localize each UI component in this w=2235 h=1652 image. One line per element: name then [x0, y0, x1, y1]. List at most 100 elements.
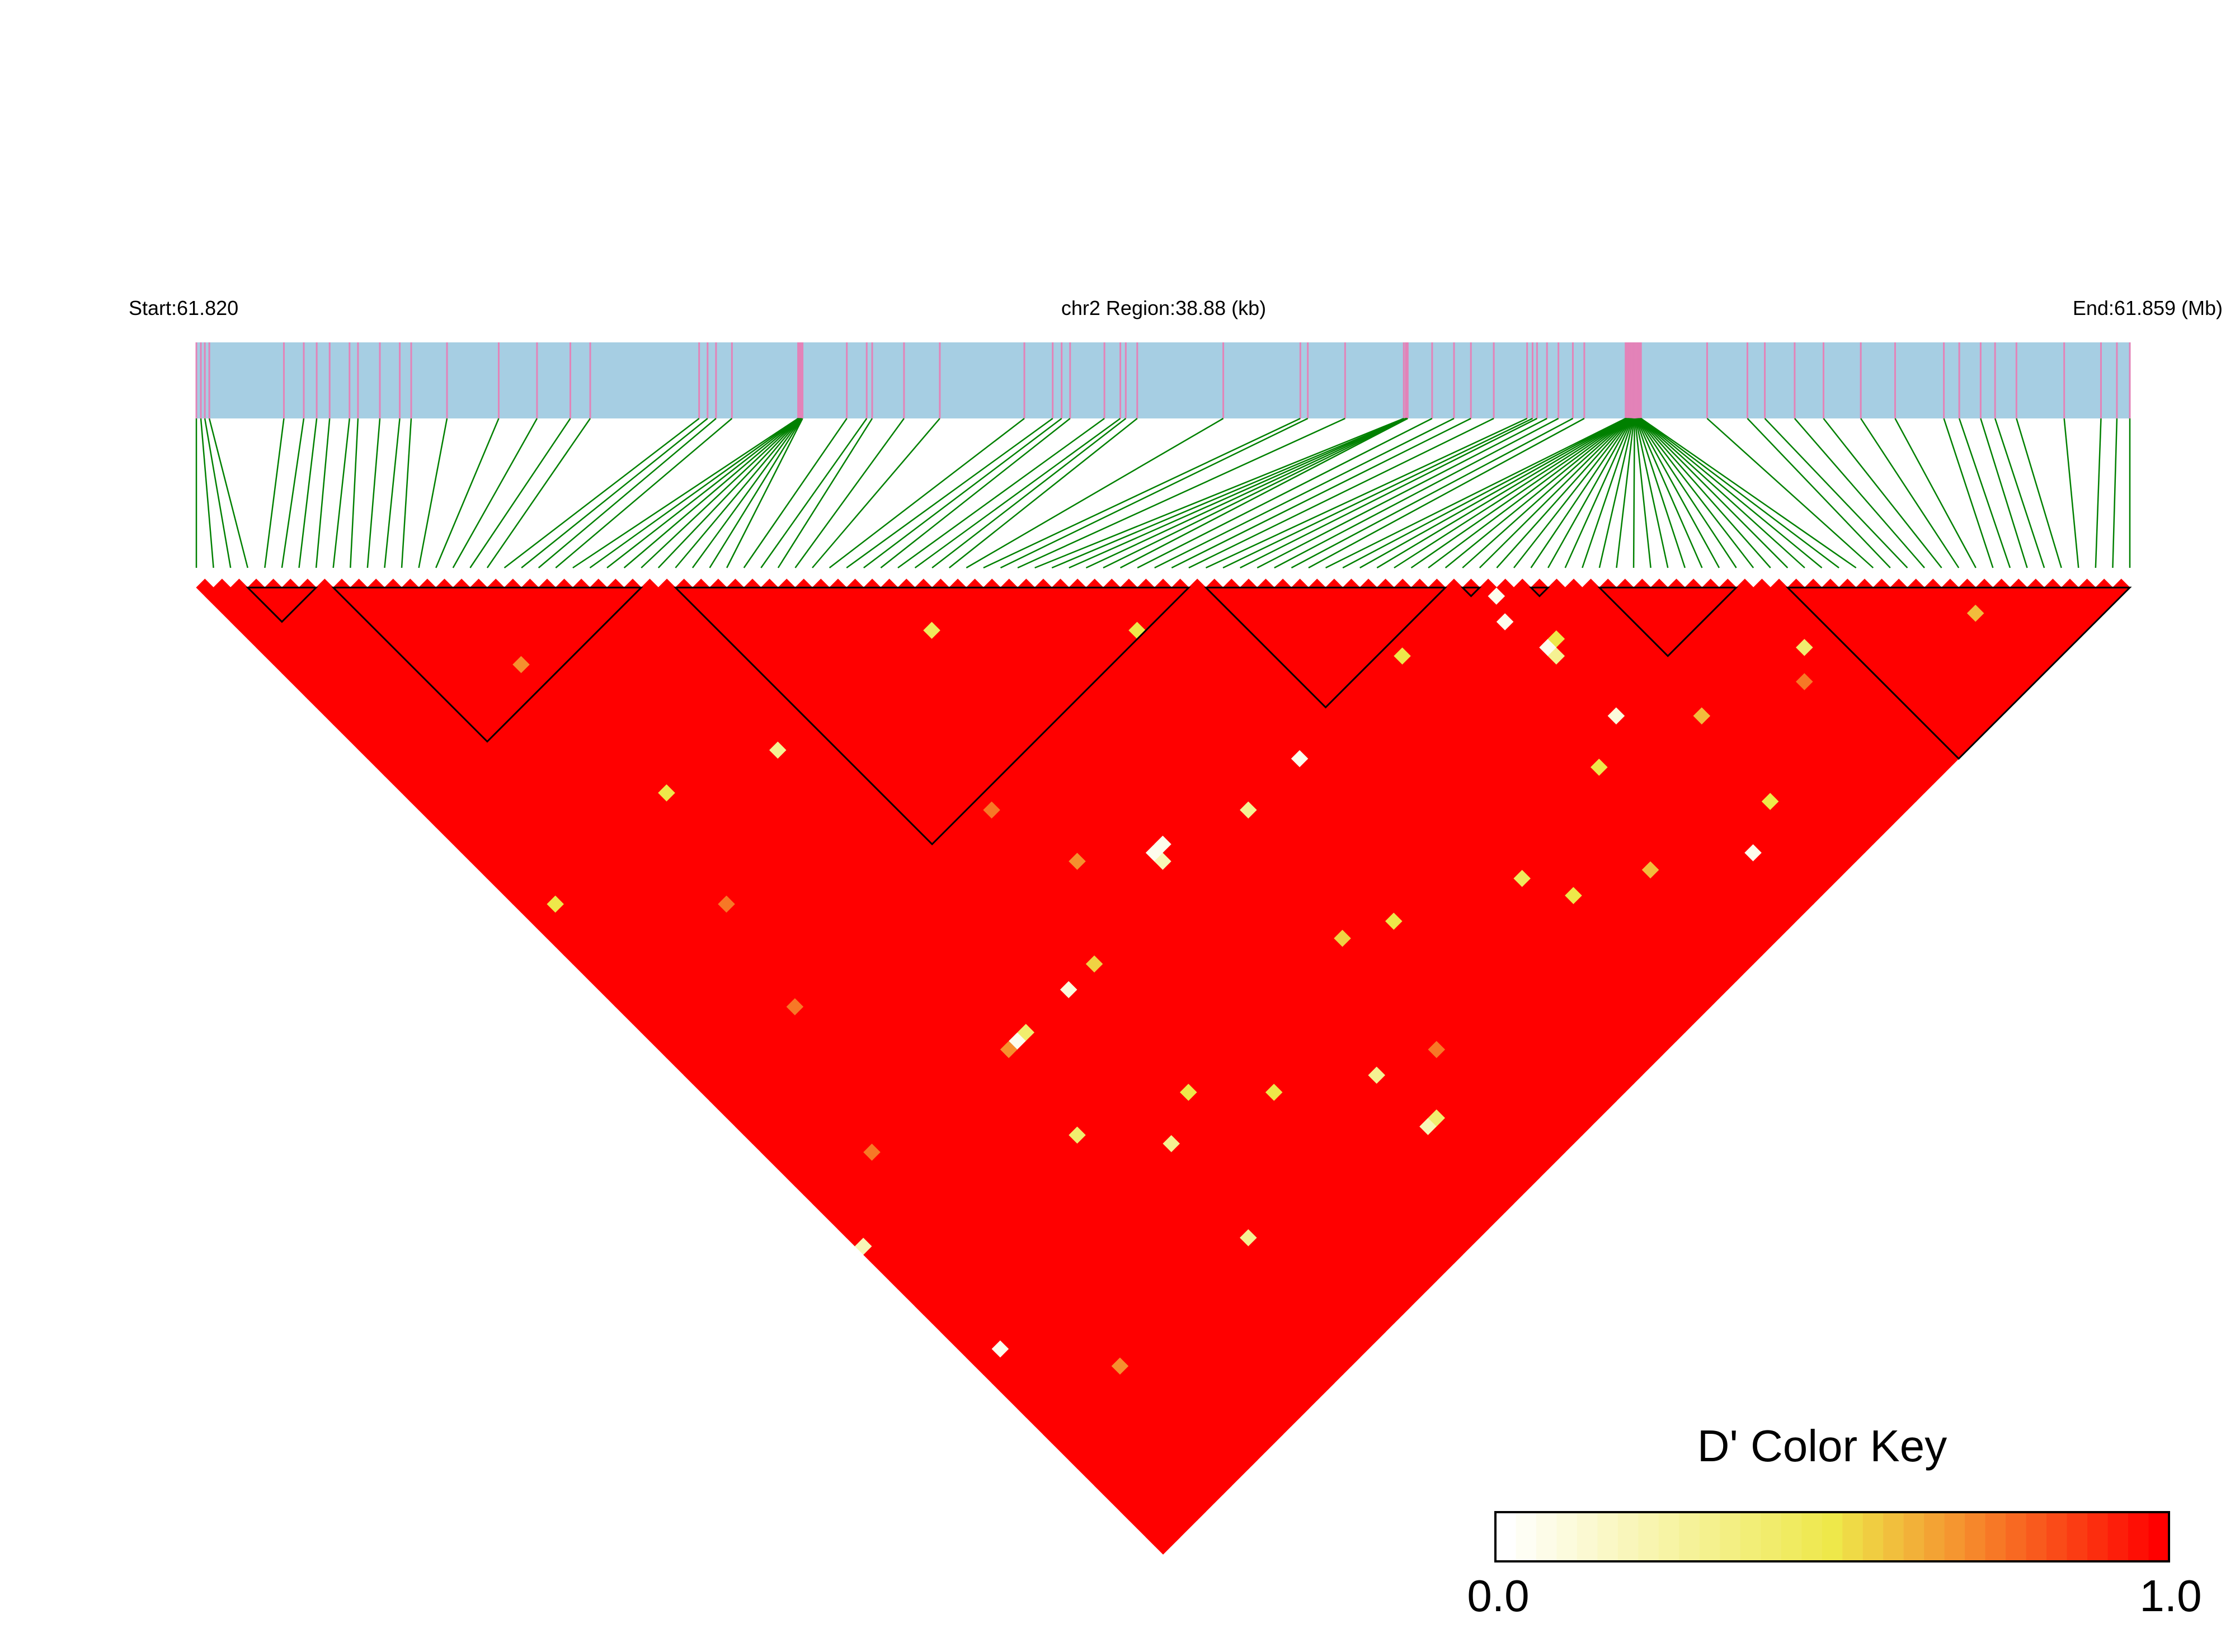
snp-connector [606, 418, 800, 568]
snp-connector [777, 418, 873, 568]
snp-connector [1640, 417, 1857, 569]
snp-connector [897, 417, 1105, 569]
snp-connector [1171, 417, 1471, 569]
snp-connector [983, 417, 1301, 569]
snp-connector [1860, 418, 1960, 568]
snp-connector [794, 418, 905, 568]
snp-connector [1017, 417, 1345, 569]
snp-connector [641, 418, 801, 568]
snp-connector [1376, 417, 1627, 569]
snp-connector [931, 418, 1127, 568]
snp-connector [384, 418, 401, 568]
snp-connector [1639, 418, 1823, 568]
snp-connector [1103, 417, 1408, 569]
snp-connector [1980, 418, 2028, 568]
snp-connector [1462, 418, 1630, 568]
ld-cell [478, 690, 496, 708]
snp-connector [1034, 417, 1404, 569]
snp-connector [1764, 418, 1908, 568]
ld-cell [529, 861, 548, 879]
snp-connector [1635, 418, 1686, 568]
snp-connector [1636, 418, 1737, 568]
snp-connector [2112, 418, 2118, 568]
snp-connector [623, 418, 801, 568]
snp-connector [1154, 417, 1455, 569]
snp-connector [1137, 417, 1433, 569]
snp-connector [760, 418, 868, 568]
snp-connector [1547, 418, 1633, 568]
snp-connector [315, 418, 331, 568]
snp-connector [1632, 418, 1635, 568]
snp-connector [1428, 417, 1629, 569]
snp-connector [1582, 418, 1634, 568]
ld-cell [453, 716, 470, 733]
snp-connector [538, 418, 717, 568]
snp-connector [298, 418, 318, 568]
snp-connector [948, 418, 1138, 568]
snp-connector [1638, 418, 1789, 568]
snp-connector [726, 418, 803, 568]
snp-connector [281, 418, 305, 568]
snp-connector [366, 418, 381, 568]
snp-connector [1637, 418, 1754, 568]
ld-cell [453, 835, 470, 853]
ld-cell [358, 690, 377, 708]
snp-connector [657, 418, 801, 568]
snp-connector [435, 418, 500, 568]
ld-cell [307, 690, 325, 708]
snp-connector [863, 418, 1062, 568]
snp-connector [1823, 418, 1942, 568]
snp-connector [418, 418, 448, 568]
snp-connector [1496, 418, 1631, 568]
ld-cell [547, 861, 565, 879]
snp-connector [1274, 417, 1559, 569]
snp-connector [1598, 418, 1635, 568]
snp-connector [1188, 417, 1494, 569]
snp-connector [1958, 418, 2011, 568]
snp-connector [1635, 418, 1669, 568]
snp-connector [1308, 417, 1585, 569]
snp-connector [1291, 417, 1574, 569]
snp-connector [486, 418, 591, 568]
snp-connector [1530, 418, 1632, 568]
snp-connector [691, 418, 802, 568]
snp-connector [401, 418, 412, 568]
snp-connector [2095, 418, 2102, 568]
ld-cell [333, 716, 351, 733]
snp-connector [1410, 417, 1629, 569]
snp-connector [1994, 418, 2045, 568]
snp-connector [1085, 417, 1408, 569]
snp-connector [1051, 417, 1406, 569]
ld-cell [401, 716, 420, 733]
snp-connector [812, 418, 940, 568]
snp-connector [1069, 417, 1407, 569]
ld-cell [384, 716, 402, 733]
snp-connector [1639, 418, 1805, 568]
snp-connector [2016, 418, 2062, 568]
snp-connector [1794, 418, 1925, 568]
snp-connector [332, 418, 351, 568]
snp-connector [1634, 418, 1651, 568]
snp-connector [264, 418, 285, 568]
snp-connector [1616, 418, 1635, 568]
snp-connector [1240, 417, 1538, 569]
snp-connector [1706, 418, 1874, 568]
snp-connector [846, 417, 1053, 569]
ld-cell [504, 716, 522, 733]
start-label: Start:61.820 [129, 296, 238, 319]
snp-connector [521, 418, 708, 568]
snp-connector [914, 417, 1121, 569]
snp-connector [555, 418, 733, 568]
snp-connector [1222, 417, 1533, 569]
snp-connector [452, 418, 538, 568]
snp-connector [1444, 418, 1630, 568]
ld-cell [478, 861, 496, 879]
ld-cell [196, 578, 214, 597]
end-label: End:61.859 (Mb) [2073, 296, 2223, 319]
snp-ticks [195, 342, 2131, 418]
snp-connector [1636, 418, 1720, 568]
heatmap-cells [196, 578, 2130, 1555]
snp-connector [1119, 417, 1408, 569]
snp-connector [1205, 417, 1528, 569]
